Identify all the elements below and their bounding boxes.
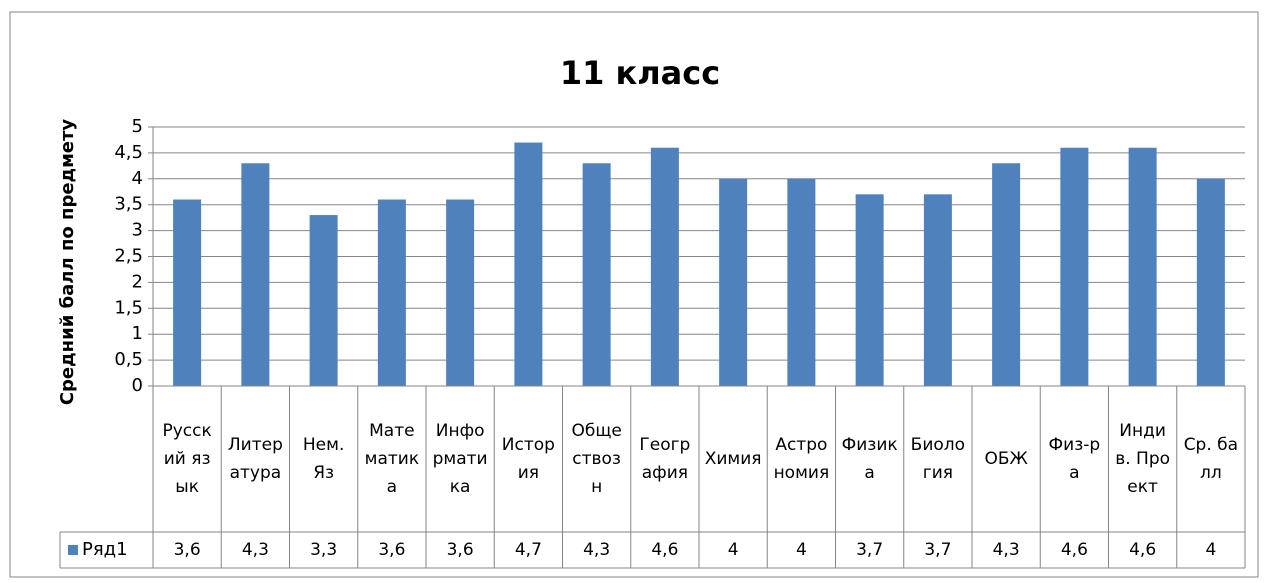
legend-key [68,545,78,555]
bar [582,163,611,386]
value-label: 3,6 [446,540,474,560]
category-label: Нем. Яз [302,435,345,483]
chart-border [9,11,1259,578]
y-tick-label: 3 [132,220,143,241]
bar [309,215,338,386]
value-label: 3,7 [924,540,952,560]
value-label: 4,3 [241,540,269,560]
bar [855,194,884,386]
bar [377,199,406,386]
category-label: Астрономия [773,435,830,483]
category-label: Информатика [432,421,488,497]
bar [446,199,475,386]
category-label: Обществозн [571,421,622,497]
category-label: Индив. Проект [1115,421,1171,497]
value-label: 3,3 [310,540,338,560]
y-tick-label: 1,5 [114,297,143,318]
value-label: 4 [795,540,807,560]
y-axis-label: Средний балл по предмету [57,119,78,406]
value-label: 4,6 [651,540,679,560]
y-tick-label: 4,5 [114,142,143,163]
category-label: Физ-ра [1048,435,1101,483]
value-label: 4,7 [514,540,542,560]
category-label: Химия [704,449,762,469]
category-label: История [501,435,555,483]
category-label: Математика [364,421,420,497]
category-label: Ср. балл [1183,435,1239,483]
value-label: 3,7 [856,540,884,560]
value-label: 4,6 [1060,540,1088,560]
legend-label: Ряд1 [82,539,128,560]
value-label: 4,6 [1129,540,1157,560]
value-label: 3,6 [378,540,406,560]
y-tick-label: 2,5 [114,246,143,267]
y-tick-label: 1 [132,323,143,344]
bar [241,163,270,386]
value-label: 4 [727,540,739,560]
category-label: ОБЖ [984,449,1028,469]
value-label: 4,3 [992,540,1020,560]
y-tick-label: 2 [132,271,143,292]
bar [1128,147,1157,386]
bar [923,194,952,386]
bar [1060,147,1089,386]
y-tick-label: 3,5 [114,194,143,215]
y-tick-label: 0,5 [114,349,143,370]
bar [514,142,543,386]
category-label: Биология [910,435,966,483]
category-label: География [639,435,691,483]
bar [173,199,202,386]
y-tick-label: 5 [132,116,143,137]
chart-title: 11 класс [560,54,720,92]
value-label: 4 [1205,540,1217,560]
value-label: 4,3 [583,540,611,560]
bar [992,163,1021,386]
category-label: Физика [841,435,898,483]
category-label: Русский язык [162,421,212,497]
y-tick-label: 0 [132,375,143,396]
category-label: Литература [227,435,283,483]
y-tick-label: 4 [132,168,143,189]
bar [719,178,748,386]
bar [650,147,679,386]
bar [787,178,816,386]
value-label: 3,6 [173,540,201,560]
bar [1196,178,1225,386]
